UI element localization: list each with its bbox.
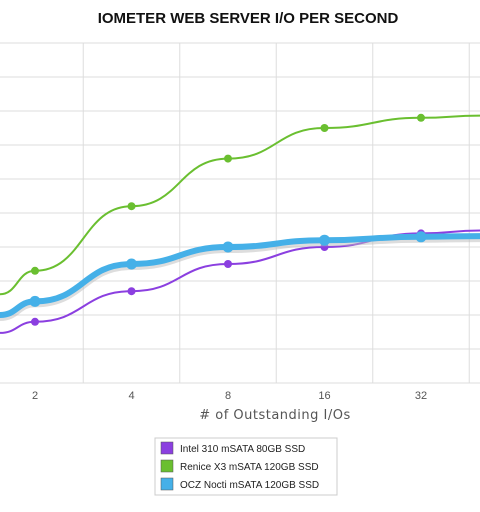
x-axis-ticks: 2 4 8 16 32	[32, 390, 427, 402]
series-group	[0, 113, 480, 334]
x-tick-label: 8	[225, 390, 231, 402]
x-tick-label: 4	[128, 390, 134, 402]
data-point	[127, 202, 136, 211]
legend-swatch	[160, 441, 174, 455]
x-tick-label: 32	[415, 390, 427, 402]
data-point	[415, 231, 427, 243]
series-line	[0, 233, 480, 318]
series-line	[0, 114, 480, 296]
chart-title: IOMETER WEB SERVER I/O PER SECOND	[98, 10, 399, 27]
legend-item-label: OCZ Nocti mSATA 120GB SSD	[180, 480, 319, 491]
legend-swatch	[160, 477, 174, 491]
data-point	[31, 266, 39, 275]
data-point	[29, 295, 41, 307]
legend-box	[154, 437, 338, 496]
x-tick-label: 16	[318, 390, 330, 402]
legend-swatch	[160, 459, 174, 473]
data-point	[320, 124, 329, 132]
legend: Intel 310 mSATA 80GB SSD Renice X3 mSATA …	[154, 437, 338, 496]
x-axis-label: # of Outstanding I/Os	[199, 408, 351, 423]
legend-item-label: Renice X3 mSATA 120GB SSD	[180, 462, 319, 473]
series-shadow	[0, 234, 480, 321]
data-point	[319, 234, 330, 246]
data-point	[224, 260, 232, 268]
data-point	[31, 317, 39, 326]
legend-item-label: Intel 310 mSATA 80GB SSD	[180, 444, 305, 455]
data-point	[222, 241, 234, 253]
data-point	[127, 287, 136, 296]
grid	[0, 42, 480, 384]
data-point	[126, 258, 137, 270]
x-tick-label: 2	[32, 390, 38, 402]
data-point	[224, 154, 232, 163]
data-point	[417, 113, 425, 122]
